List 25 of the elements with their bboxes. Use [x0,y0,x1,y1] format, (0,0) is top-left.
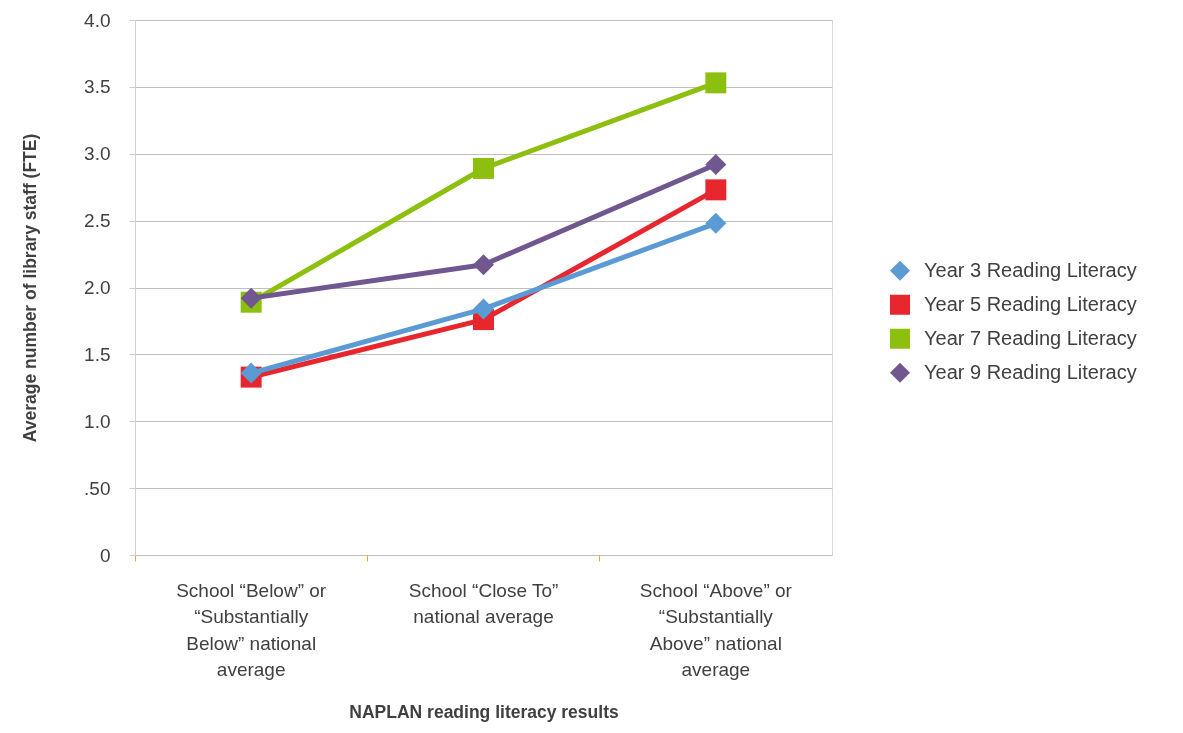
x-axis-title: NAPLAN reading literacy results [349,702,619,722]
y-tick-label: 2.0 [84,277,111,298]
y-tick-label: 0 [99,544,111,566]
y-tick-label: 2.5 [84,210,111,232]
y-tick-label: 3.5 [84,76,111,98]
point [705,72,727,94]
point [473,157,494,179]
x-tick-label: School “Close To” national average [408,579,559,627]
y-tick-label: .50 [84,477,111,499]
legend-label: Year 5 Reading Literacy [924,292,1137,315]
y-axis-title: Average number of library staff (FTE) [20,133,41,443]
y-tick-label: 1.0 [84,410,111,432]
point [705,212,727,234]
x-tick-label: School “Above” or “Substantially Above” national average [639,579,793,680]
legend-label: Year 7 Reading Literacy [924,326,1137,349]
point [473,298,494,320]
legend-label: Year 3 Reading Literacy [924,258,1137,281]
y-tick-label: 3.0 [84,143,111,165]
y-tick-label: 1.5 [84,343,111,365]
y-tick-label: 4.0 [84,9,111,31]
legend-label: Year 9 Reading Literacy [924,360,1137,383]
x-tick-label: School “Below” or “Substantially Below” national average [176,579,327,680]
point [705,153,727,175]
point [473,254,494,276]
point [705,179,727,201]
